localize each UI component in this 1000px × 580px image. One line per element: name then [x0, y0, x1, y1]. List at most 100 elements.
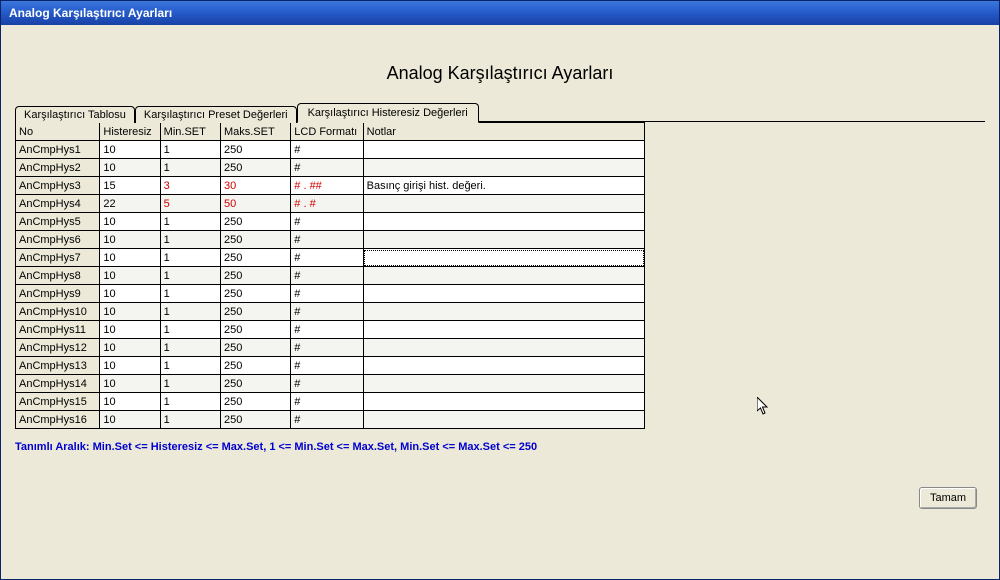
tab-comparator-table[interactable]: Karşılaştırıcı Tablosu [15, 106, 135, 123]
cell-histeresiz[interactable]: 10 [100, 357, 160, 375]
cell-histeresiz[interactable]: 10 [100, 267, 160, 285]
cell-maks-set[interactable]: 250 [220, 141, 290, 159]
cell-name[interactable]: AnCmpHys8 [16, 267, 100, 285]
cell-name[interactable]: AnCmpHys13 [16, 357, 100, 375]
cell-notes[interactable] [363, 411, 644, 429]
cell-notes[interactable] [363, 231, 644, 249]
cell-notes[interactable] [363, 249, 644, 267]
cell-maks-set[interactable]: 250 [220, 159, 290, 177]
tab-hysteresis-values[interactable]: Karşılaştırıcı Histeresiz Değerleri [297, 103, 479, 123]
cell-min-set[interactable]: 1 [160, 231, 220, 249]
cell-name[interactable]: AnCmpHys11 [16, 321, 100, 339]
cell-lcd-format[interactable]: # [291, 231, 363, 249]
cell-maks-set[interactable]: 250 [220, 411, 290, 429]
cell-maks-set[interactable]: 250 [220, 303, 290, 321]
cell-notes[interactable] [363, 159, 644, 177]
cell-name[interactable]: AnCmpHys4 [16, 195, 100, 213]
cell-lcd-format[interactable]: # [291, 303, 363, 321]
cell-lcd-format[interactable]: # [291, 159, 363, 177]
cell-maks-set[interactable]: 250 [220, 339, 290, 357]
cell-notes[interactable] [363, 339, 644, 357]
cell-name[interactable]: AnCmpHys9 [16, 285, 100, 303]
cell-name[interactable]: AnCmpHys16 [16, 411, 100, 429]
cell-histeresiz[interactable]: 10 [100, 213, 160, 231]
cell-lcd-format[interactable]: # [291, 321, 363, 339]
cell-notes[interactable] [363, 357, 644, 375]
cell-min-set[interactable]: 1 [160, 339, 220, 357]
cell-maks-set[interactable]: 250 [220, 357, 290, 375]
cell-min-set[interactable]: 1 [160, 357, 220, 375]
col-no[interactable]: No [16, 123, 100, 141]
tab-preset-values[interactable]: Karşılaştırıcı Preset Değerleri [135, 106, 297, 123]
cell-maks-set[interactable]: 250 [220, 393, 290, 411]
cell-histeresiz[interactable]: 10 [100, 303, 160, 321]
cell-notes[interactable] [363, 393, 644, 411]
cell-maks-set[interactable]: 250 [220, 231, 290, 249]
cell-min-set[interactable]: 1 [160, 411, 220, 429]
cell-histeresiz[interactable]: 22 [100, 195, 160, 213]
cell-notes[interactable] [363, 321, 644, 339]
col-min-set[interactable]: Min.SET [160, 123, 220, 141]
col-lcd-format[interactable]: LCD Formatı [291, 123, 363, 141]
cell-lcd-format[interactable]: # . # [291, 195, 363, 213]
cell-name[interactable]: AnCmpHys5 [16, 213, 100, 231]
cell-histeresiz[interactable]: 10 [100, 159, 160, 177]
cell-histeresiz[interactable]: 15 [100, 177, 160, 195]
cell-name[interactable]: AnCmpHys1 [16, 141, 100, 159]
cell-lcd-format[interactable]: # [291, 411, 363, 429]
ok-button[interactable]: Tamam [919, 487, 977, 509]
cell-lcd-format[interactable]: # [291, 285, 363, 303]
cell-maks-set[interactable]: 30 [220, 177, 290, 195]
cell-name[interactable]: AnCmpHys15 [16, 393, 100, 411]
cell-maks-set[interactable]: 250 [220, 249, 290, 267]
cell-name[interactable]: AnCmpHys2 [16, 159, 100, 177]
cell-histeresiz[interactable]: 10 [100, 141, 160, 159]
cell-min-set[interactable]: 1 [160, 321, 220, 339]
cell-notes[interactable] [363, 267, 644, 285]
col-maks-set[interactable]: Maks.SET [220, 123, 290, 141]
cell-min-set[interactable]: 1 [160, 141, 220, 159]
cell-maks-set[interactable]: 50 [220, 195, 290, 213]
cell-min-set[interactable]: 1 [160, 213, 220, 231]
cell-notes[interactable] [363, 141, 644, 159]
cell-name[interactable]: AnCmpHys7 [16, 249, 100, 267]
cell-min-set[interactable]: 1 [160, 267, 220, 285]
col-notlar[interactable]: Notlar [363, 123, 644, 141]
cell-lcd-format[interactable]: # [291, 339, 363, 357]
cell-histeresiz[interactable]: 10 [100, 249, 160, 267]
cell-min-set[interactable]: 1 [160, 393, 220, 411]
cell-lcd-format[interactable]: # [291, 141, 363, 159]
cell-lcd-format[interactable]: # [291, 357, 363, 375]
cell-histeresiz[interactable]: 10 [100, 393, 160, 411]
cell-name[interactable]: AnCmpHys14 [16, 375, 100, 393]
cell-notes[interactable] [363, 303, 644, 321]
cell-min-set[interactable]: 3 [160, 177, 220, 195]
cell-histeresiz[interactable]: 10 [100, 375, 160, 393]
cell-min-set[interactable]: 1 [160, 303, 220, 321]
cell-min-set[interactable]: 1 [160, 285, 220, 303]
cell-histeresiz[interactable]: 10 [100, 411, 160, 429]
cell-maks-set[interactable]: 250 [220, 285, 290, 303]
cell-lcd-format[interactable]: # [291, 267, 363, 285]
cell-min-set[interactable]: 1 [160, 375, 220, 393]
cell-notes[interactable] [363, 375, 644, 393]
cell-maks-set[interactable]: 250 [220, 213, 290, 231]
cell-lcd-format[interactable]: # [291, 393, 363, 411]
cell-name[interactable]: AnCmpHys6 [16, 231, 100, 249]
cell-maks-set[interactable]: 250 [220, 375, 290, 393]
cell-histeresiz[interactable]: 10 [100, 339, 160, 357]
cell-notes[interactable]: Basınç girişi hist. değeri. [363, 177, 644, 195]
cell-min-set[interactable]: 5 [160, 195, 220, 213]
cell-lcd-format[interactable]: # [291, 249, 363, 267]
cell-min-set[interactable]: 1 [160, 249, 220, 267]
cell-name[interactable]: AnCmpHys3 [16, 177, 100, 195]
cell-notes[interactable] [363, 195, 644, 213]
cell-maks-set[interactable]: 250 [220, 267, 290, 285]
cell-notes[interactable] [363, 285, 644, 303]
cell-maks-set[interactable]: 250 [220, 321, 290, 339]
col-histeresiz[interactable]: Histeresiz [100, 123, 160, 141]
cell-name[interactable]: AnCmpHys10 [16, 303, 100, 321]
cell-lcd-format[interactable]: # [291, 213, 363, 231]
cell-notes[interactable] [363, 213, 644, 231]
cell-histeresiz[interactable]: 10 [100, 321, 160, 339]
